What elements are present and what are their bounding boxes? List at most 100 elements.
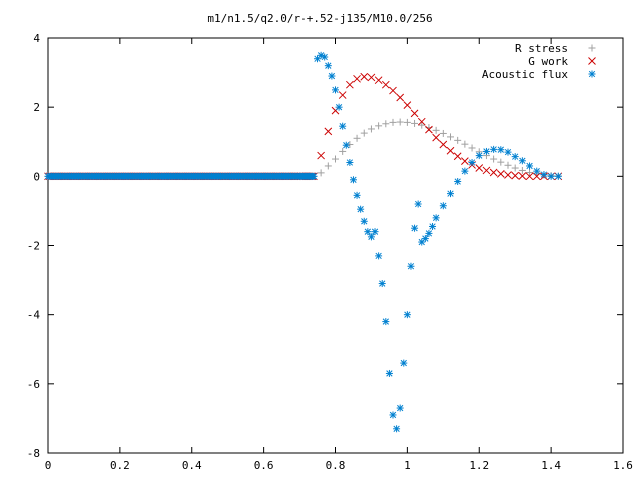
data-point (396, 93, 405, 102)
data-point (439, 202, 447, 210)
x-tick-label: 0.6 (254, 459, 274, 472)
data-point (475, 164, 484, 172)
data-point (338, 91, 347, 99)
data-point (489, 168, 498, 177)
x-tick-label: 0.4 (182, 459, 202, 472)
data-point (533, 167, 541, 175)
data-point (511, 153, 519, 161)
x-tick: 0.8 (326, 38, 346, 472)
data-point (497, 146, 505, 154)
data-point (518, 172, 527, 180)
data-point (381, 80, 390, 89)
data-point (346, 80, 354, 89)
data-point (446, 146, 455, 155)
plot-frame (47, 37, 624, 454)
x-tick-label: 1 (404, 459, 411, 472)
data-point (418, 121, 426, 129)
series-acoustic-flux (44, 51, 562, 433)
x-tick: 1 (404, 38, 411, 472)
data-point (360, 217, 368, 225)
data-point (497, 158, 505, 166)
data-point (332, 86, 339, 94)
data-point (526, 169, 534, 177)
data-point (367, 73, 376, 82)
data-point (403, 311, 411, 319)
data-point (417, 117, 426, 126)
data-point (321, 53, 329, 61)
data-point (461, 157, 469, 165)
x-tick-label: 0.2 (110, 459, 130, 472)
x-tick-label: 0.8 (326, 459, 346, 472)
data-point (511, 171, 520, 180)
chart-title: m1/n1.5/q2.0/r-+.52-j135/M10.0/256 (207, 12, 432, 25)
data-point (407, 262, 415, 270)
y-tick: 4 (33, 32, 623, 45)
y-tick: -2 (27, 240, 623, 253)
data-point (525, 172, 534, 181)
y-tick-label: 0 (33, 170, 40, 183)
data-point (432, 214, 440, 222)
data-point (468, 144, 476, 152)
x-tick: 0.2 (110, 38, 130, 472)
data-point (353, 191, 361, 199)
x-tick: 1.6 (613, 38, 633, 472)
data-point (496, 170, 505, 178)
x-tick: 0 (45, 38, 51, 472)
data-point (540, 171, 548, 179)
y-tick-label: -6 (27, 378, 40, 391)
data-point (411, 224, 419, 232)
y-tick: -6 (27, 378, 623, 391)
data-point (382, 120, 390, 128)
y-tick: 2 (33, 101, 623, 114)
data-point (421, 235, 429, 243)
data-point (454, 178, 462, 186)
y-tick: -4 (27, 309, 623, 322)
data-point (339, 122, 347, 130)
data-point (393, 425, 401, 433)
data-point (360, 72, 369, 81)
y-tick-label: 4 (33, 32, 40, 45)
data-point (454, 136, 462, 144)
data-point (342, 141, 350, 149)
data-point (324, 127, 333, 136)
data-point (468, 159, 476, 166)
data-point (324, 62, 332, 70)
x-tick-label: 1.6 (613, 459, 633, 472)
data-point (518, 166, 526, 174)
series-g-work (44, 72, 563, 181)
legend: R stress G work Acoustic flux (482, 42, 596, 81)
data-point (504, 171, 512, 179)
data-point (335, 103, 343, 111)
legend-label-acoustic-flux: Acoustic flux (482, 68, 568, 81)
data-point (375, 252, 383, 260)
data-point (382, 318, 390, 326)
data-point (554, 172, 562, 180)
x-tick-label: 1.4 (541, 459, 561, 472)
data-point (490, 145, 498, 153)
data-point (511, 164, 519, 172)
series-layer (44, 51, 563, 433)
data-point (461, 167, 469, 175)
data-point (367, 233, 375, 241)
x-axis: 0 0.2 0.4 0.6 0.8 1 1.2 1.4 1.6 (45, 38, 633, 472)
y-tick-label: -4 (27, 309, 41, 322)
x-tick: 0.6 (254, 38, 274, 472)
data-point (410, 109, 419, 118)
data-point (432, 126, 440, 134)
x-tick: 1.2 (469, 38, 489, 472)
data-point (385, 369, 393, 377)
data-point (357, 205, 365, 213)
data-point (439, 140, 448, 149)
data-point (371, 228, 379, 236)
data-point (504, 161, 512, 169)
data-point (425, 125, 433, 134)
legend-label-g-work: G work (528, 55, 568, 68)
y-tick-label: -8 (27, 447, 40, 460)
legend-marker (588, 57, 596, 65)
x-tick: 1.4 (541, 38, 561, 472)
data-point (490, 155, 498, 163)
data-point (339, 147, 347, 155)
data-point (482, 147, 490, 155)
data-point (389, 118, 397, 126)
